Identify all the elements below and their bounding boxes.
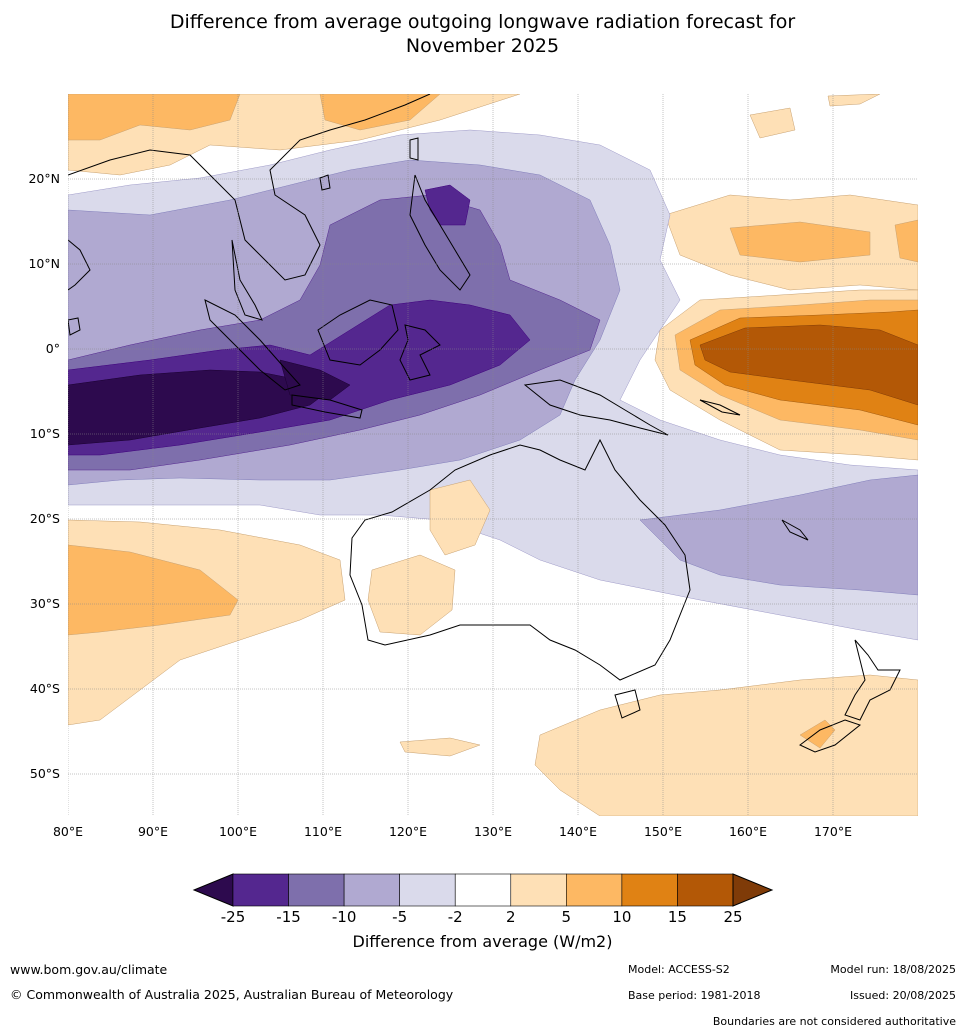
coast-java xyxy=(291,394,363,419)
colorbar-cell xyxy=(510,873,567,907)
title-line-1: Difference from average outgoing longwav… xyxy=(169,11,796,33)
anomaly-pos-small-2 xyxy=(749,107,796,139)
coast-tasmania xyxy=(614,689,641,719)
disclaimer-text: Boundaries are not considered authoritat… xyxy=(712,1015,956,1028)
colorbar-tick-labels: -25 -15 -10 -5 -2 2 5 10 15 25 xyxy=(221,908,743,926)
copyright-text: © Commonwealth of Australia 2025, Austra… xyxy=(10,987,454,1002)
coast-hainan xyxy=(319,174,331,191)
anomaly-pos-nw-australia xyxy=(429,479,491,556)
colorbar-max-arrow xyxy=(732,873,774,907)
lon-label: 110°E xyxy=(304,824,342,839)
coast-taiwan xyxy=(409,137,419,161)
latitude-labels: 20°N 10°N 0° 10°S 20°S 30°S 40°S 50°S xyxy=(28,171,60,781)
colorbar-cell xyxy=(288,873,345,907)
lon-label: 90°E xyxy=(138,824,168,839)
colorbar-min-arrow xyxy=(192,873,234,907)
colorbar-tick-label: -10 xyxy=(332,908,357,926)
lat-label: 50°S xyxy=(30,766,60,781)
lat-label: 0° xyxy=(46,341,60,356)
lon-label: 140°E xyxy=(559,824,597,839)
lat-label: 30°S xyxy=(30,596,60,611)
colorbar-cell xyxy=(621,873,678,907)
colorbar-tick-label: -25 xyxy=(221,908,246,926)
lat-label: 10°S xyxy=(30,426,60,441)
lat-label: 20°S xyxy=(30,511,60,526)
colorbar-tick-label: 15 xyxy=(668,908,687,926)
anomaly-pos-small-3 xyxy=(827,94,881,107)
issued-text: Issued: 20/08/2025 xyxy=(849,989,956,1002)
colorbar-tick-label: 5 xyxy=(562,908,572,926)
colorbar-tick-label: 2 xyxy=(506,908,516,926)
colorbar: -25 -15 -10 -5 -2 2 5 10 15 25 xyxy=(192,873,774,926)
lat-label: 10°N xyxy=(28,256,60,271)
anomaly-neg-philippines xyxy=(424,184,471,226)
lon-label: 130°E xyxy=(474,824,512,839)
anomaly-pos-north-inner xyxy=(68,94,241,141)
anomaly-pos-west-australia xyxy=(367,554,456,636)
longitude-labels: 80°E 90°E 100°E 110°E 120°E 130°E 140°E … xyxy=(53,824,852,839)
anomaly-pos-equatorial-pacific-core xyxy=(699,324,918,406)
model-run-text: Model run: 18/08/2025 xyxy=(830,963,956,976)
coast-borneo xyxy=(317,299,399,366)
coast-sri-lanka xyxy=(68,317,81,336)
colorbar-cell xyxy=(566,873,623,907)
lon-label: 80°E xyxy=(53,824,83,839)
lon-label: 150°E xyxy=(644,824,682,839)
coast-philippines xyxy=(409,174,471,291)
anomaly-neg-moderate-east xyxy=(639,474,918,596)
coast-sulawesi xyxy=(399,324,441,381)
coast-new-zealand-south xyxy=(799,719,862,753)
colorbar-cells xyxy=(232,873,734,907)
colorbar-cell xyxy=(232,873,289,907)
lon-label: 120°E xyxy=(389,824,427,839)
olr-anomaly-map: 80°E 90°E 100°E 110°E 120°E 130°E 140°E … xyxy=(28,94,918,839)
colorbar-cell xyxy=(343,873,400,907)
colorbar-label: Difference from average (W/m2) xyxy=(352,932,613,951)
colorbar-tick-label: 10 xyxy=(612,908,631,926)
graticule xyxy=(68,94,918,816)
coastlines xyxy=(68,94,901,753)
lat-label: 20°N xyxy=(28,171,60,186)
coast-solomons xyxy=(699,399,741,416)
coast-new-caledonia xyxy=(781,519,809,541)
lon-label: 170°E xyxy=(814,824,852,839)
colorbar-cell xyxy=(399,873,456,907)
coast-southeast-asia xyxy=(68,94,431,281)
title-line-2: November 2025 xyxy=(405,35,560,57)
map-title: Difference from average outgoing longwav… xyxy=(0,10,965,58)
colorbar-cell xyxy=(677,873,734,907)
anomaly-pos-small-1 xyxy=(399,737,481,757)
lon-label: 100°E xyxy=(219,824,257,839)
lat-label: 40°S xyxy=(30,681,60,696)
colorbar-tick-label: 25 xyxy=(723,908,742,926)
colorbar-tick-label: -2 xyxy=(448,908,463,926)
coast-india xyxy=(68,239,91,291)
anomaly-pos-west-pacific-n-core xyxy=(894,219,918,263)
coast-new-zealand-north xyxy=(844,639,901,721)
coast-australia xyxy=(349,438,691,681)
lon-label: 160°E xyxy=(729,824,767,839)
colorbar-tick-label: -15 xyxy=(276,908,301,926)
coast-malay-peninsula xyxy=(231,239,263,321)
coast-new-guinea xyxy=(523,379,669,436)
base-period-text: Base period: 1981-2018 xyxy=(628,989,761,1002)
coast-sumatra xyxy=(204,299,301,391)
colorbar-cell xyxy=(454,873,512,907)
anomaly-pos-southern-ocean xyxy=(534,674,918,816)
model-text: Model: ACCESS-S2 xyxy=(628,963,730,976)
anomaly-pos-west-pacific-north-mid xyxy=(729,221,871,263)
website-text: www.bom.gov.au/climate xyxy=(10,962,168,977)
colorbar-tick-label: -5 xyxy=(392,908,407,926)
